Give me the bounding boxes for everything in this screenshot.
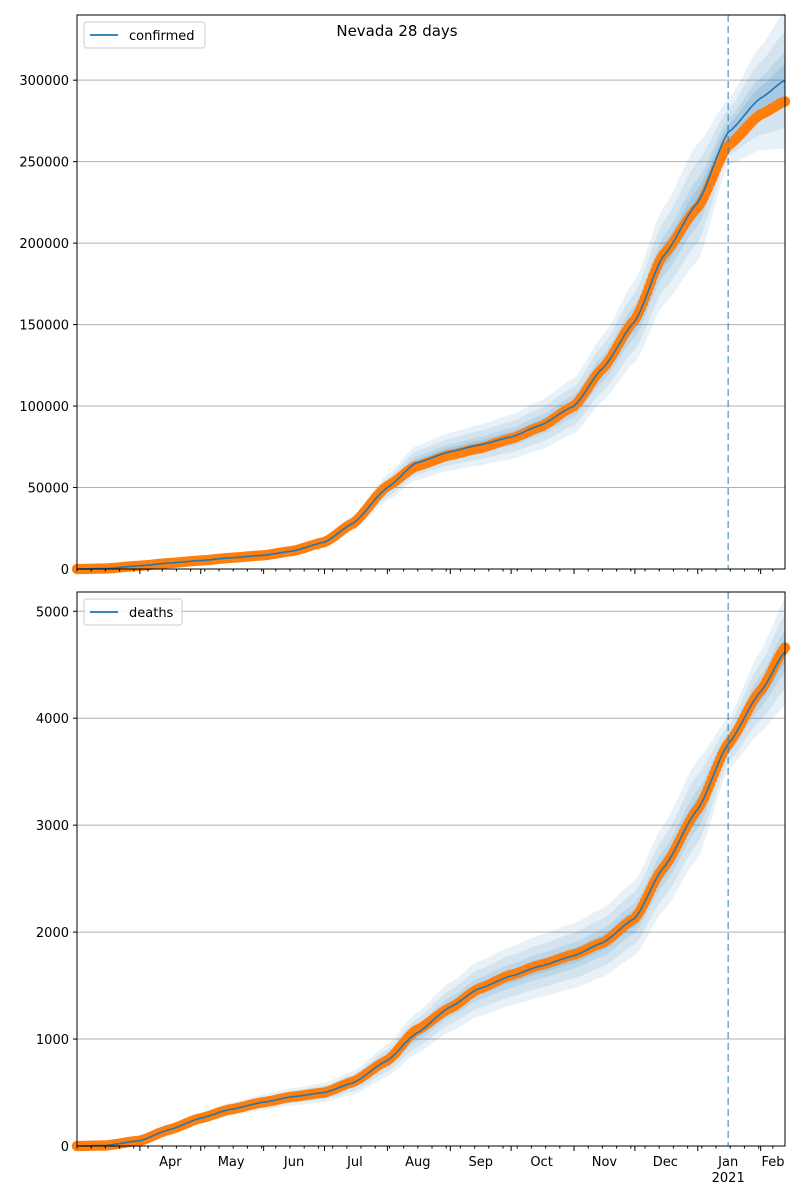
uncertainty-band <box>77 32 785 570</box>
uncertainty-band <box>77 614 785 1146</box>
uncertainty-band <box>77 64 785 570</box>
y-tick-label: 0 <box>61 563 69 578</box>
uncertainty-band <box>77 52 785 570</box>
x-tick-label: May <box>218 1155 245 1170</box>
y-tick-label: 200000 <box>19 237 69 252</box>
y-tick-label: 100000 <box>19 400 69 415</box>
y-tick-label: 300000 <box>19 74 69 89</box>
x-tick-label: Nov <box>592 1155 618 1170</box>
chart-title: Nevada 28 days <box>336 22 457 40</box>
y-tick-label: 1000 <box>36 1033 69 1048</box>
model-line <box>77 79 786 570</box>
legend-label: deaths <box>129 606 174 621</box>
legend: deaths <box>83 598 183 626</box>
x-tick-label: Aug <box>405 1155 430 1170</box>
x-tick-label: Sep <box>468 1155 493 1170</box>
uncertainty-band <box>77 630 785 1146</box>
y-tick-label: 5000 <box>36 605 69 620</box>
y-tick-label: 4000 <box>36 712 69 727</box>
uncertainty-band <box>77 639 785 1146</box>
x-tick-label: Oct <box>530 1155 552 1170</box>
x-tick-label: Jan <box>717 1155 738 1170</box>
y-tick-label: 3000 <box>36 819 69 834</box>
x-tick-label: Jun <box>283 1155 304 1170</box>
x-year-label: 2021 <box>712 1171 745 1186</box>
y-tick-label: 250000 <box>19 156 69 171</box>
legend-box <box>83 21 206 49</box>
y-tick-label: 2000 <box>36 926 69 941</box>
uncertainty-band <box>77 11 785 569</box>
y-tick-label: 0 <box>61 1140 69 1155</box>
legend: confirmed <box>83 21 206 49</box>
x-tick-label: Feb <box>761 1155 784 1170</box>
confirmed-panel: 0 50000 100000 150000 200000 250000 300000 conf… <box>19 11 791 578</box>
x-tick-label: Apr <box>159 1155 182 1170</box>
deaths-panel: 0 1000 2000 3000 4000 5000 Apr May Jun Jul Aug Sep O… <box>36 591 791 1186</box>
y-tick-label: 150000 <box>19 319 69 334</box>
y-tick-label: 50000 <box>28 482 69 497</box>
plot-frame <box>76 591 786 1147</box>
legend-label: confirmed <box>129 29 195 44</box>
legend-box <box>83 598 183 626</box>
x-tick-label: Dec <box>653 1155 678 1170</box>
plot-frame <box>76 14 786 570</box>
x-tick-label: Jul <box>346 1155 363 1170</box>
model-line <box>77 651 786 1147</box>
uncertainty-band <box>77 598 785 1146</box>
